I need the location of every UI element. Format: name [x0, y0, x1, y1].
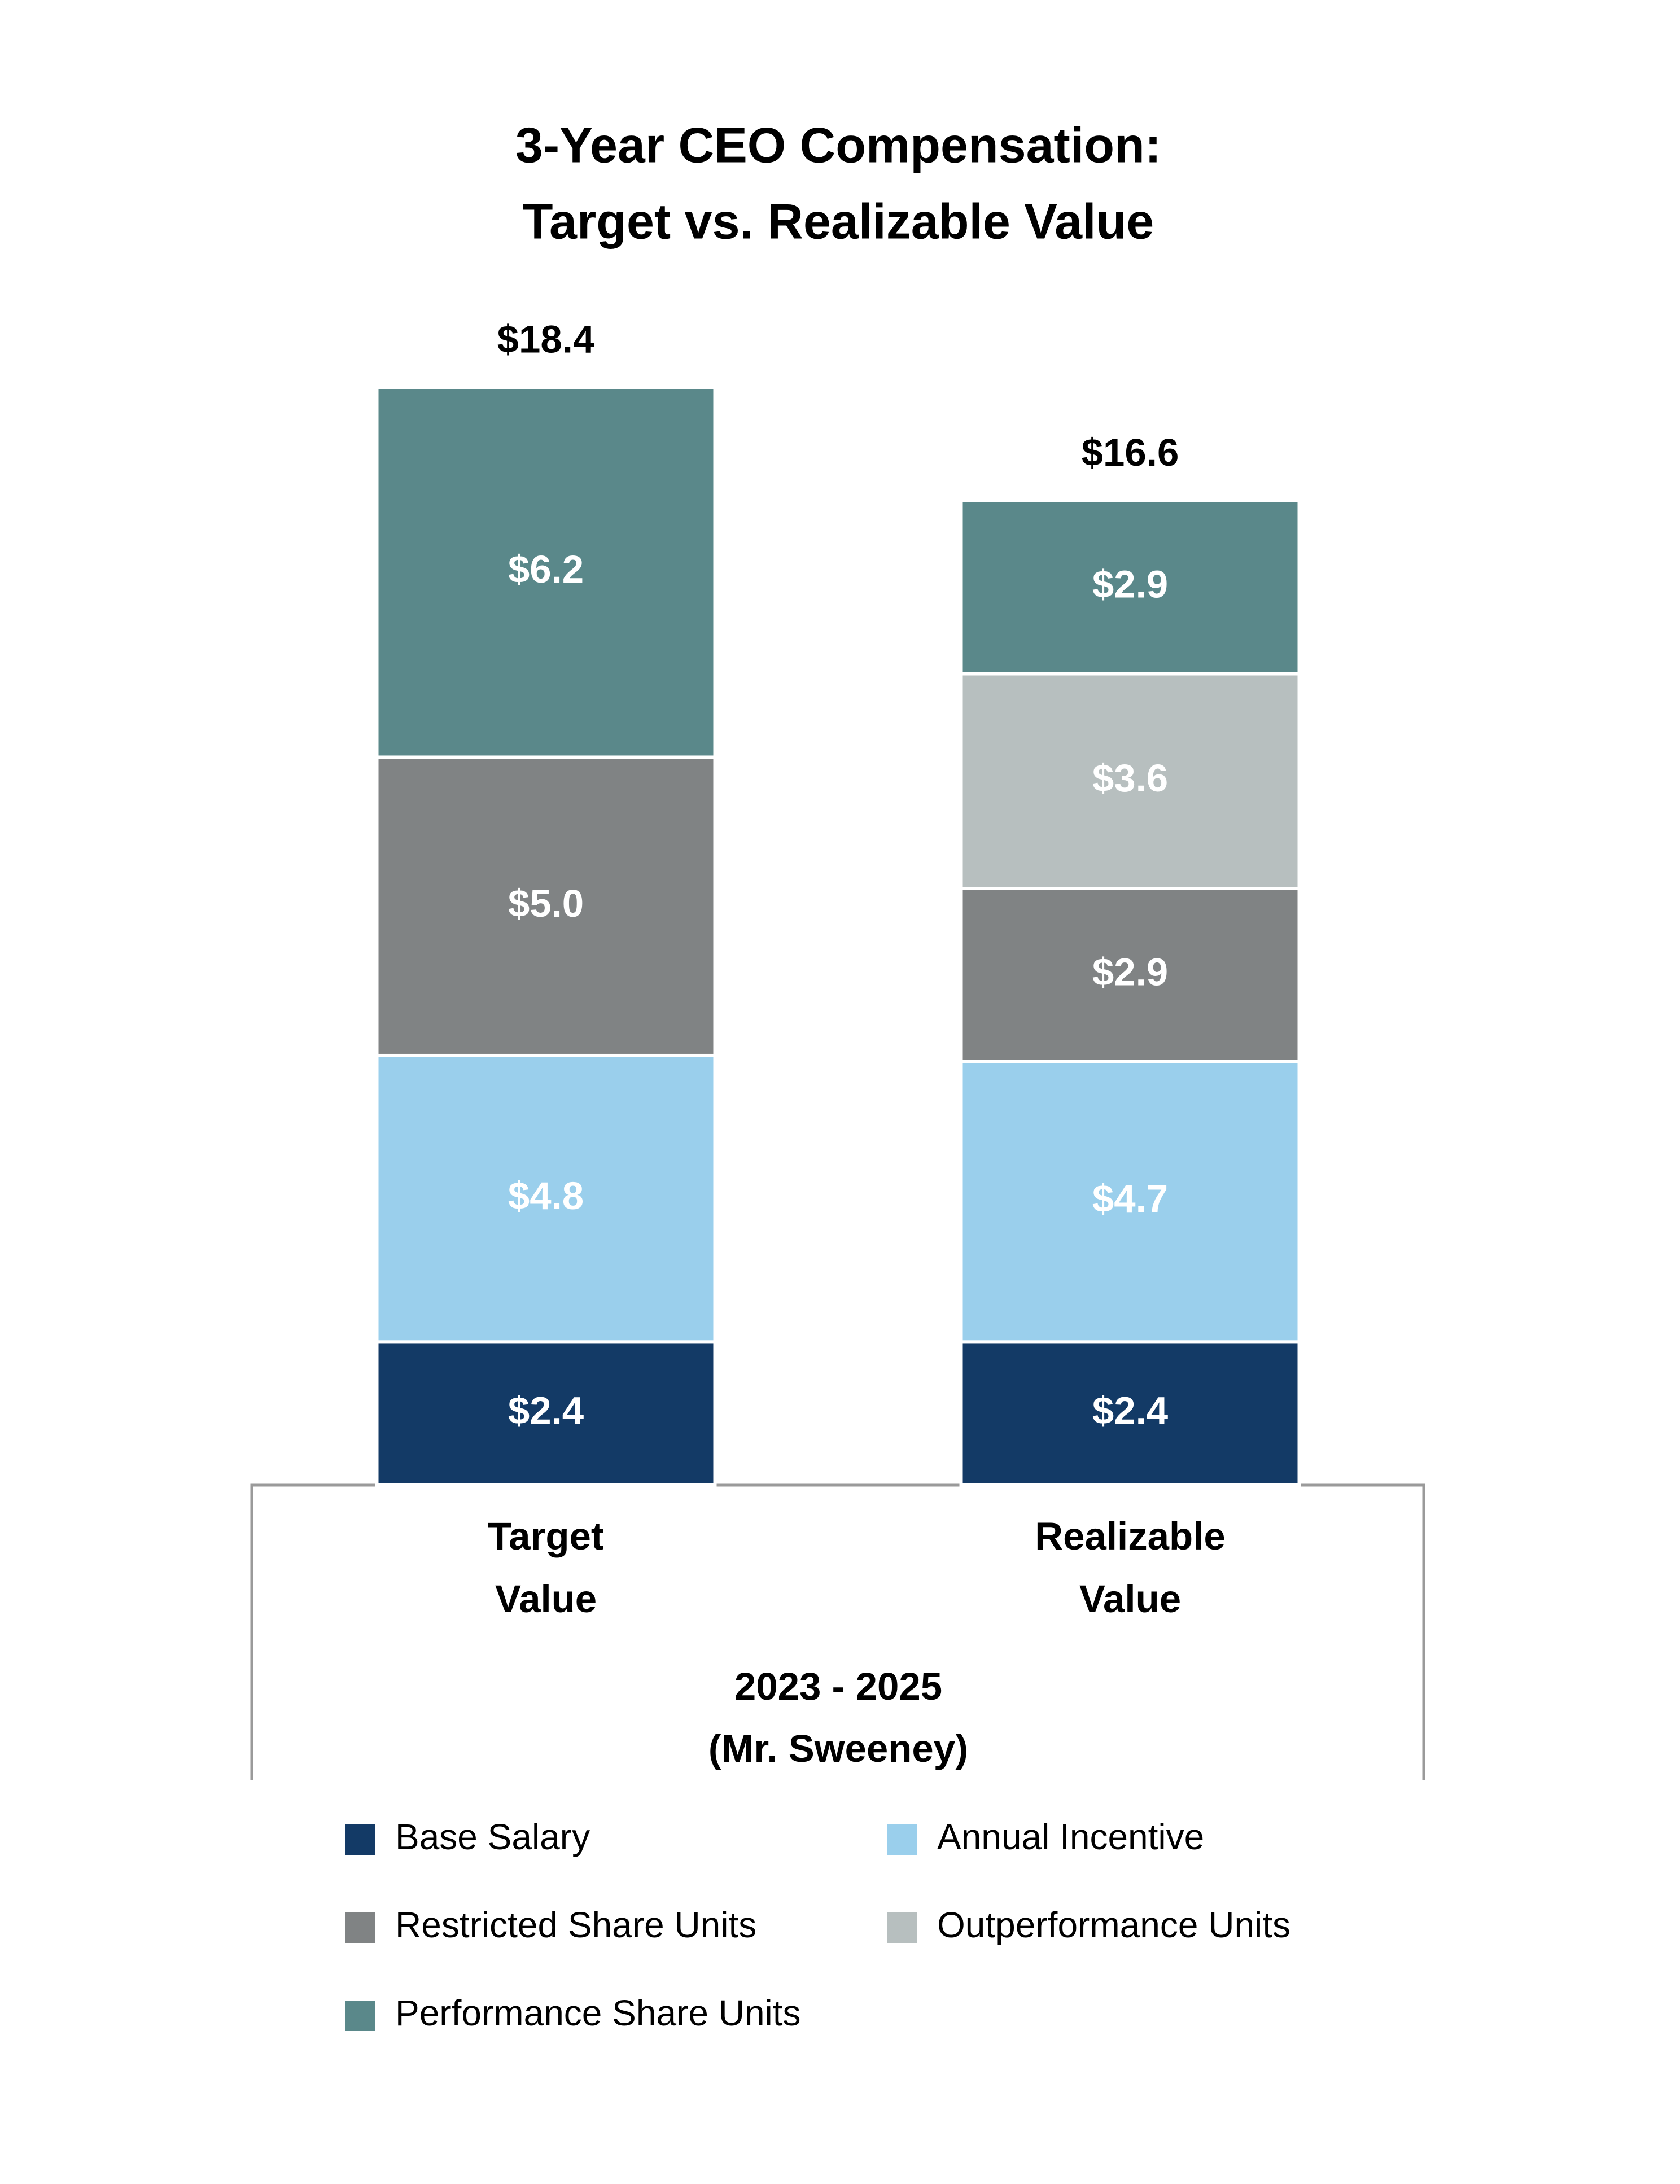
chart-title: Target vs. Realizable Value: [523, 193, 1154, 249]
value-label: $2.4: [1092, 1389, 1168, 1432]
bar-segment: [959, 1060, 1301, 1344]
axis-frame: [250, 1483, 1425, 1780]
legend-swatch: [887, 1824, 917, 1855]
legend-label: Annual Incentive: [937, 1817, 1204, 1857]
legend-label: Outperformance Units: [937, 1905, 1290, 1945]
bar-segment: [375, 1340, 717, 1487]
value-label: $5.0: [508, 882, 584, 925]
legend-label: Restricted Share Units: [395, 1905, 756, 1945]
value-label: $2.4: [508, 1389, 584, 1432]
bar-segment: [959, 887, 1301, 1063]
value-label: $4.8: [508, 1174, 584, 1218]
x-axis-label: 2023 - 2025: [734, 1665, 942, 1708]
value-label: $2.9: [1092, 950, 1168, 993]
legend-swatch: [887, 1912, 917, 1943]
legend-swatch: [345, 1824, 375, 1855]
total-label: $18.4: [497, 317, 595, 361]
x-tick-label: Realizable Value: [1035, 1515, 1226, 1621]
bar-segment: [959, 672, 1301, 890]
value-label: $4.7: [1092, 1177, 1168, 1220]
value-label: $6.2: [508, 548, 584, 591]
bar-segment: [959, 498, 1301, 676]
total-label: $16.6: [1082, 431, 1179, 474]
x-tick-label: Target Value: [488, 1515, 604, 1621]
legend-label: Performance Share Units: [395, 1993, 801, 2033]
legend-label: Base Salary: [395, 1817, 590, 1857]
bar-segment: [375, 1053, 717, 1344]
legend-swatch: [345, 2001, 375, 2031]
x-axis-label: (Mr. Sweeney): [708, 1727, 968, 1770]
bar-segment: [959, 1340, 1301, 1487]
legend-swatch: [345, 1912, 375, 1943]
bar-segment: [375, 386, 717, 759]
value-label: $2.9: [1092, 562, 1168, 606]
chart-title: 3-Year CEO Compensation:: [515, 117, 1161, 173]
value-label: $3.6: [1092, 756, 1168, 800]
